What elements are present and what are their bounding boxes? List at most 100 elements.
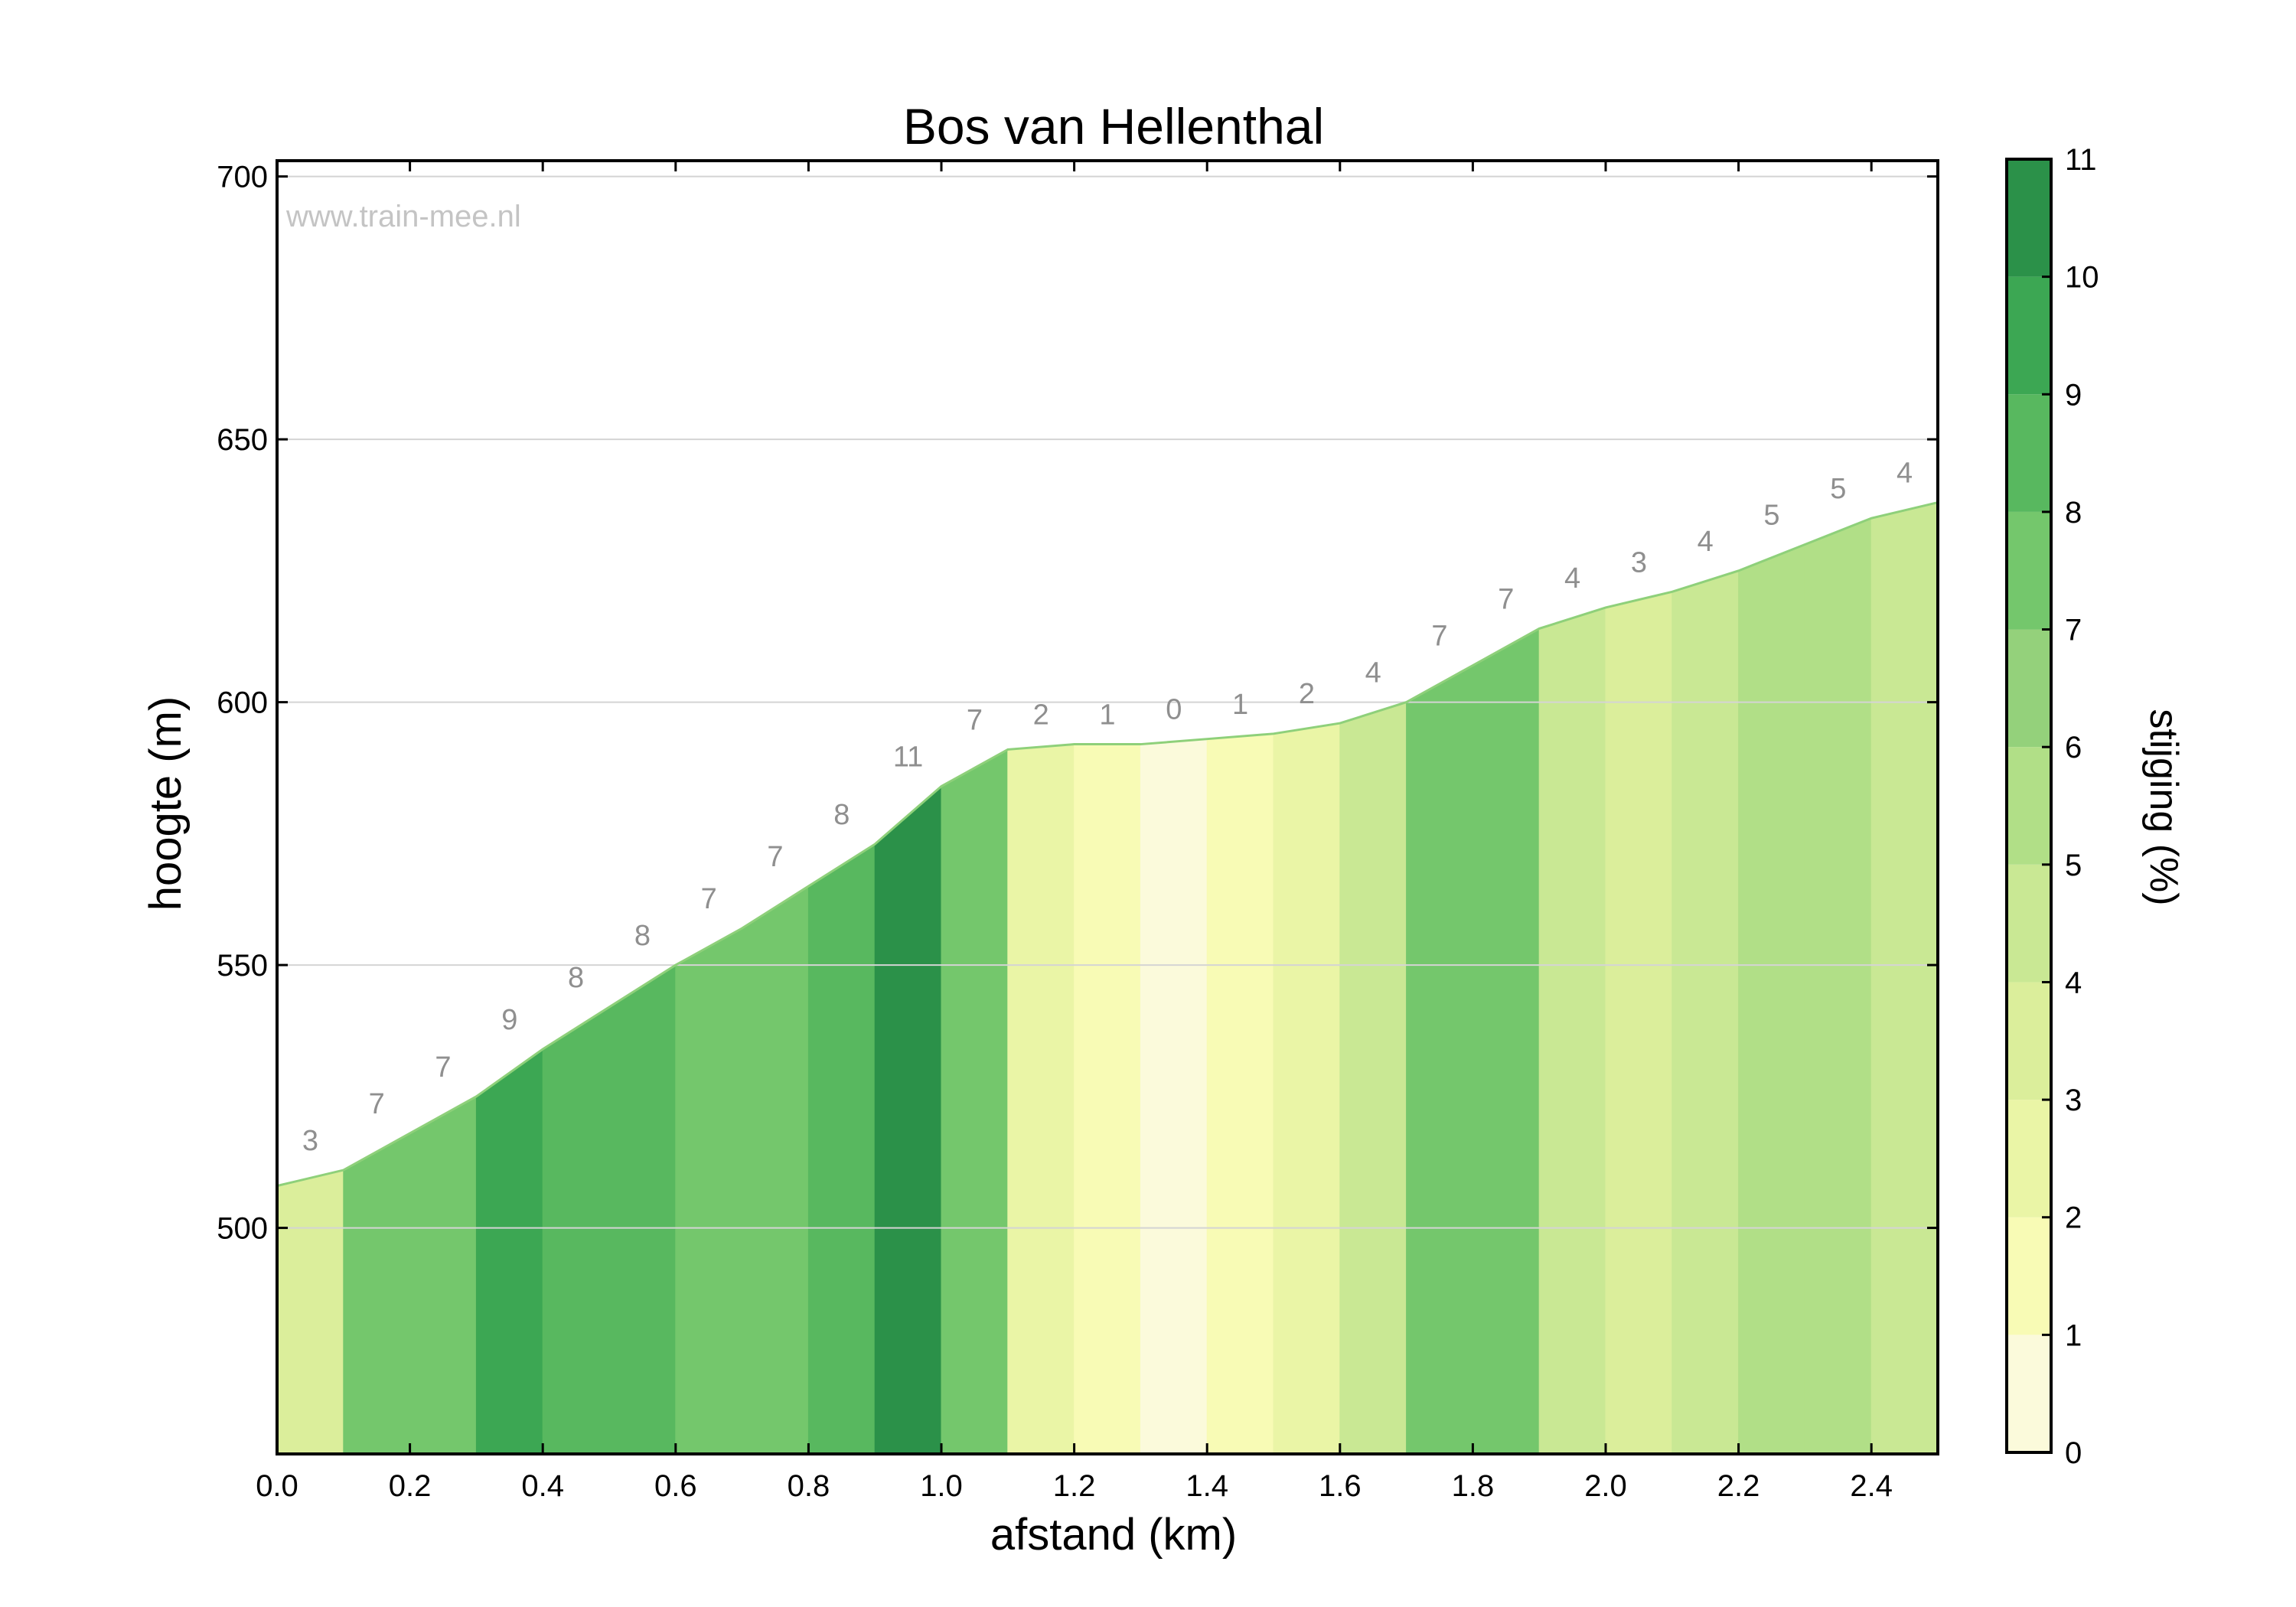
grade-label: 7 bbox=[435, 1051, 451, 1084]
y-axis-title: hoogte (m) bbox=[141, 696, 191, 911]
gradient-band bbox=[1538, 607, 1606, 1455]
grade-label: 7 bbox=[369, 1088, 385, 1120]
x-tick-label: 0.8 bbox=[788, 1469, 830, 1503]
grade-label: 7 bbox=[967, 704, 983, 736]
x-tick-label: 2.2 bbox=[1717, 1469, 1760, 1503]
gradient-band bbox=[742, 885, 809, 1455]
grade-label: 4 bbox=[1365, 657, 1381, 689]
gradient-band bbox=[1671, 570, 1740, 1455]
colorbar-swatch bbox=[2007, 629, 2051, 748]
gradient-band bbox=[1339, 701, 1407, 1455]
gradient-band bbox=[1206, 733, 1274, 1455]
colorbar-tick-label: 11 bbox=[2065, 143, 2097, 177]
gradient-band bbox=[608, 964, 677, 1455]
grade-label: 4 bbox=[1564, 562, 1580, 595]
colorbar-tick-labels: 0 1 2 3 4 5 6 7 8 9 10 11 bbox=[2042, 143, 2099, 1470]
gradient-band bbox=[409, 1095, 477, 1455]
colorbar-tick-label: 5 bbox=[2065, 849, 2082, 882]
colorbar-tick-label: 4 bbox=[2065, 966, 2082, 999]
grade-label: 5 bbox=[1830, 473, 1846, 505]
grade-label: 11 bbox=[893, 742, 923, 774]
x-axis-title: afstand (km) bbox=[990, 1510, 1237, 1560]
colorbar-tick-label: 3 bbox=[2065, 1084, 2082, 1117]
gradient-band bbox=[1605, 591, 1673, 1455]
colorbar-tick-label: 1 bbox=[2065, 1319, 2082, 1352]
watermark: www.train-mee.nl bbox=[285, 200, 521, 233]
colorbar: 0 1 2 3 4 5 6 7 8 9 10 11 stijging (%) bbox=[2005, 143, 2186, 1470]
elevation-profile-line bbox=[276, 501, 1939, 1188]
grade-label: 7 bbox=[701, 883, 717, 915]
x-tick-label: 1.2 bbox=[1053, 1469, 1096, 1503]
x-tick-label: 1.6 bbox=[1319, 1469, 1362, 1503]
grade-label: 4 bbox=[1896, 458, 1913, 490]
axis-ticks bbox=[276, 161, 1938, 1454]
colorbar-swatch bbox=[2007, 982, 2051, 1100]
gradient-band bbox=[343, 1133, 411, 1455]
grade-label: 5 bbox=[1763, 500, 1779, 532]
grade-labels: 3 7 7 9 8 8 7 7 8 11 7 2 1 0 1 2 4 7 7 4 3 4 5 5 4 bbox=[302, 458, 1913, 1157]
colorbar-tick-label: 2 bbox=[2065, 1201, 2082, 1235]
grade-label: 3 bbox=[1631, 546, 1647, 579]
colorbar-swatch bbox=[2007, 1100, 2051, 1217]
colorbar-swatch bbox=[2007, 1217, 2051, 1335]
plot-area: 3 7 7 9 8 8 7 7 8 11 7 2 1 0 1 2 4 7 7 4 3 4 5 5 4 www.train-mee… bbox=[276, 159, 1939, 1455]
gradient-band bbox=[542, 1006, 610, 1455]
colorbar-tick-label: 0 bbox=[2065, 1436, 2082, 1470]
grade-label: 1 bbox=[1232, 689, 1248, 721]
grade-label: 2 bbox=[1299, 678, 1315, 710]
gradient-band bbox=[1140, 738, 1208, 1455]
gridlines bbox=[277, 175, 1938, 1229]
colorbar-title: stijging (%) bbox=[2141, 709, 2186, 905]
gradient-band bbox=[1406, 664, 1473, 1455]
x-tick-label: 1.8 bbox=[1452, 1469, 1495, 1503]
grade-label: 3 bbox=[302, 1125, 318, 1157]
plot-frame bbox=[276, 159, 1939, 1455]
y-axis-tick-labels: 500 550 600 650 700 bbox=[217, 161, 268, 1246]
grade-label: 9 bbox=[501, 1004, 517, 1036]
x-tick-label: 1.0 bbox=[920, 1469, 963, 1503]
gradient-band bbox=[1074, 744, 1141, 1455]
colorbar-swatch bbox=[2007, 747, 2051, 865]
grade-label: 1 bbox=[1099, 699, 1115, 732]
x-tick-label: 0.2 bbox=[389, 1469, 432, 1503]
colorbar-tick-label: 7 bbox=[2065, 614, 2082, 647]
x-tick-label: 1.4 bbox=[1186, 1469, 1228, 1503]
chart-title: Bos van Hellenthal bbox=[903, 98, 1324, 155]
colorbar-swatch bbox=[2007, 864, 2051, 983]
colorbar-tick-label: 10 bbox=[2065, 261, 2099, 295]
gradient-band bbox=[1273, 722, 1341, 1455]
colorbar-tick-label: 8 bbox=[2065, 496, 2082, 530]
grade-label: 8 bbox=[634, 920, 651, 952]
gradient-bands bbox=[276, 501, 1939, 1455]
colorbar-swatches bbox=[2007, 159, 2051, 1452]
x-tick-label: 0.6 bbox=[654, 1469, 697, 1503]
y-tick-label: 650 bbox=[217, 423, 268, 457]
colorbar-swatch bbox=[2007, 394, 2051, 512]
colorbar-swatch bbox=[2007, 511, 2051, 630]
gradient-band bbox=[1472, 627, 1540, 1455]
grade-label: 7 bbox=[1498, 583, 1514, 615]
gradient-band bbox=[276, 1169, 344, 1455]
colorbar-swatch bbox=[2007, 1335, 2051, 1452]
gradient-band bbox=[807, 843, 876, 1455]
y-tick-label: 700 bbox=[217, 161, 268, 194]
x-tick-label: 0.0 bbox=[256, 1469, 298, 1503]
gradient-band bbox=[1870, 501, 1939, 1455]
colorbar-swatch bbox=[2007, 276, 2051, 395]
gradient-band bbox=[1804, 517, 1872, 1455]
x-axis-tick-labels: 0.0 0.2 0.4 0.6 0.8 1.0 1.2 1.4 1.6 1.8 2.0 2.2 2.4 bbox=[256, 1469, 1893, 1503]
gradient-band bbox=[1738, 543, 1805, 1455]
colorbar-tick-label: 6 bbox=[2065, 731, 2082, 764]
y-tick-label: 600 bbox=[217, 686, 268, 720]
x-tick-label: 2.0 bbox=[1584, 1469, 1627, 1503]
grade-label: 8 bbox=[833, 799, 850, 831]
gradient-band bbox=[941, 748, 1009, 1455]
x-tick-label: 2.4 bbox=[1850, 1469, 1893, 1503]
gradient-band bbox=[1007, 744, 1075, 1455]
gradient-band bbox=[675, 927, 743, 1455]
grade-label: 7 bbox=[1431, 621, 1447, 653]
gradient-band bbox=[475, 1048, 543, 1455]
colorbar-swatch bbox=[2007, 159, 2051, 277]
y-tick-label: 500 bbox=[217, 1212, 268, 1246]
